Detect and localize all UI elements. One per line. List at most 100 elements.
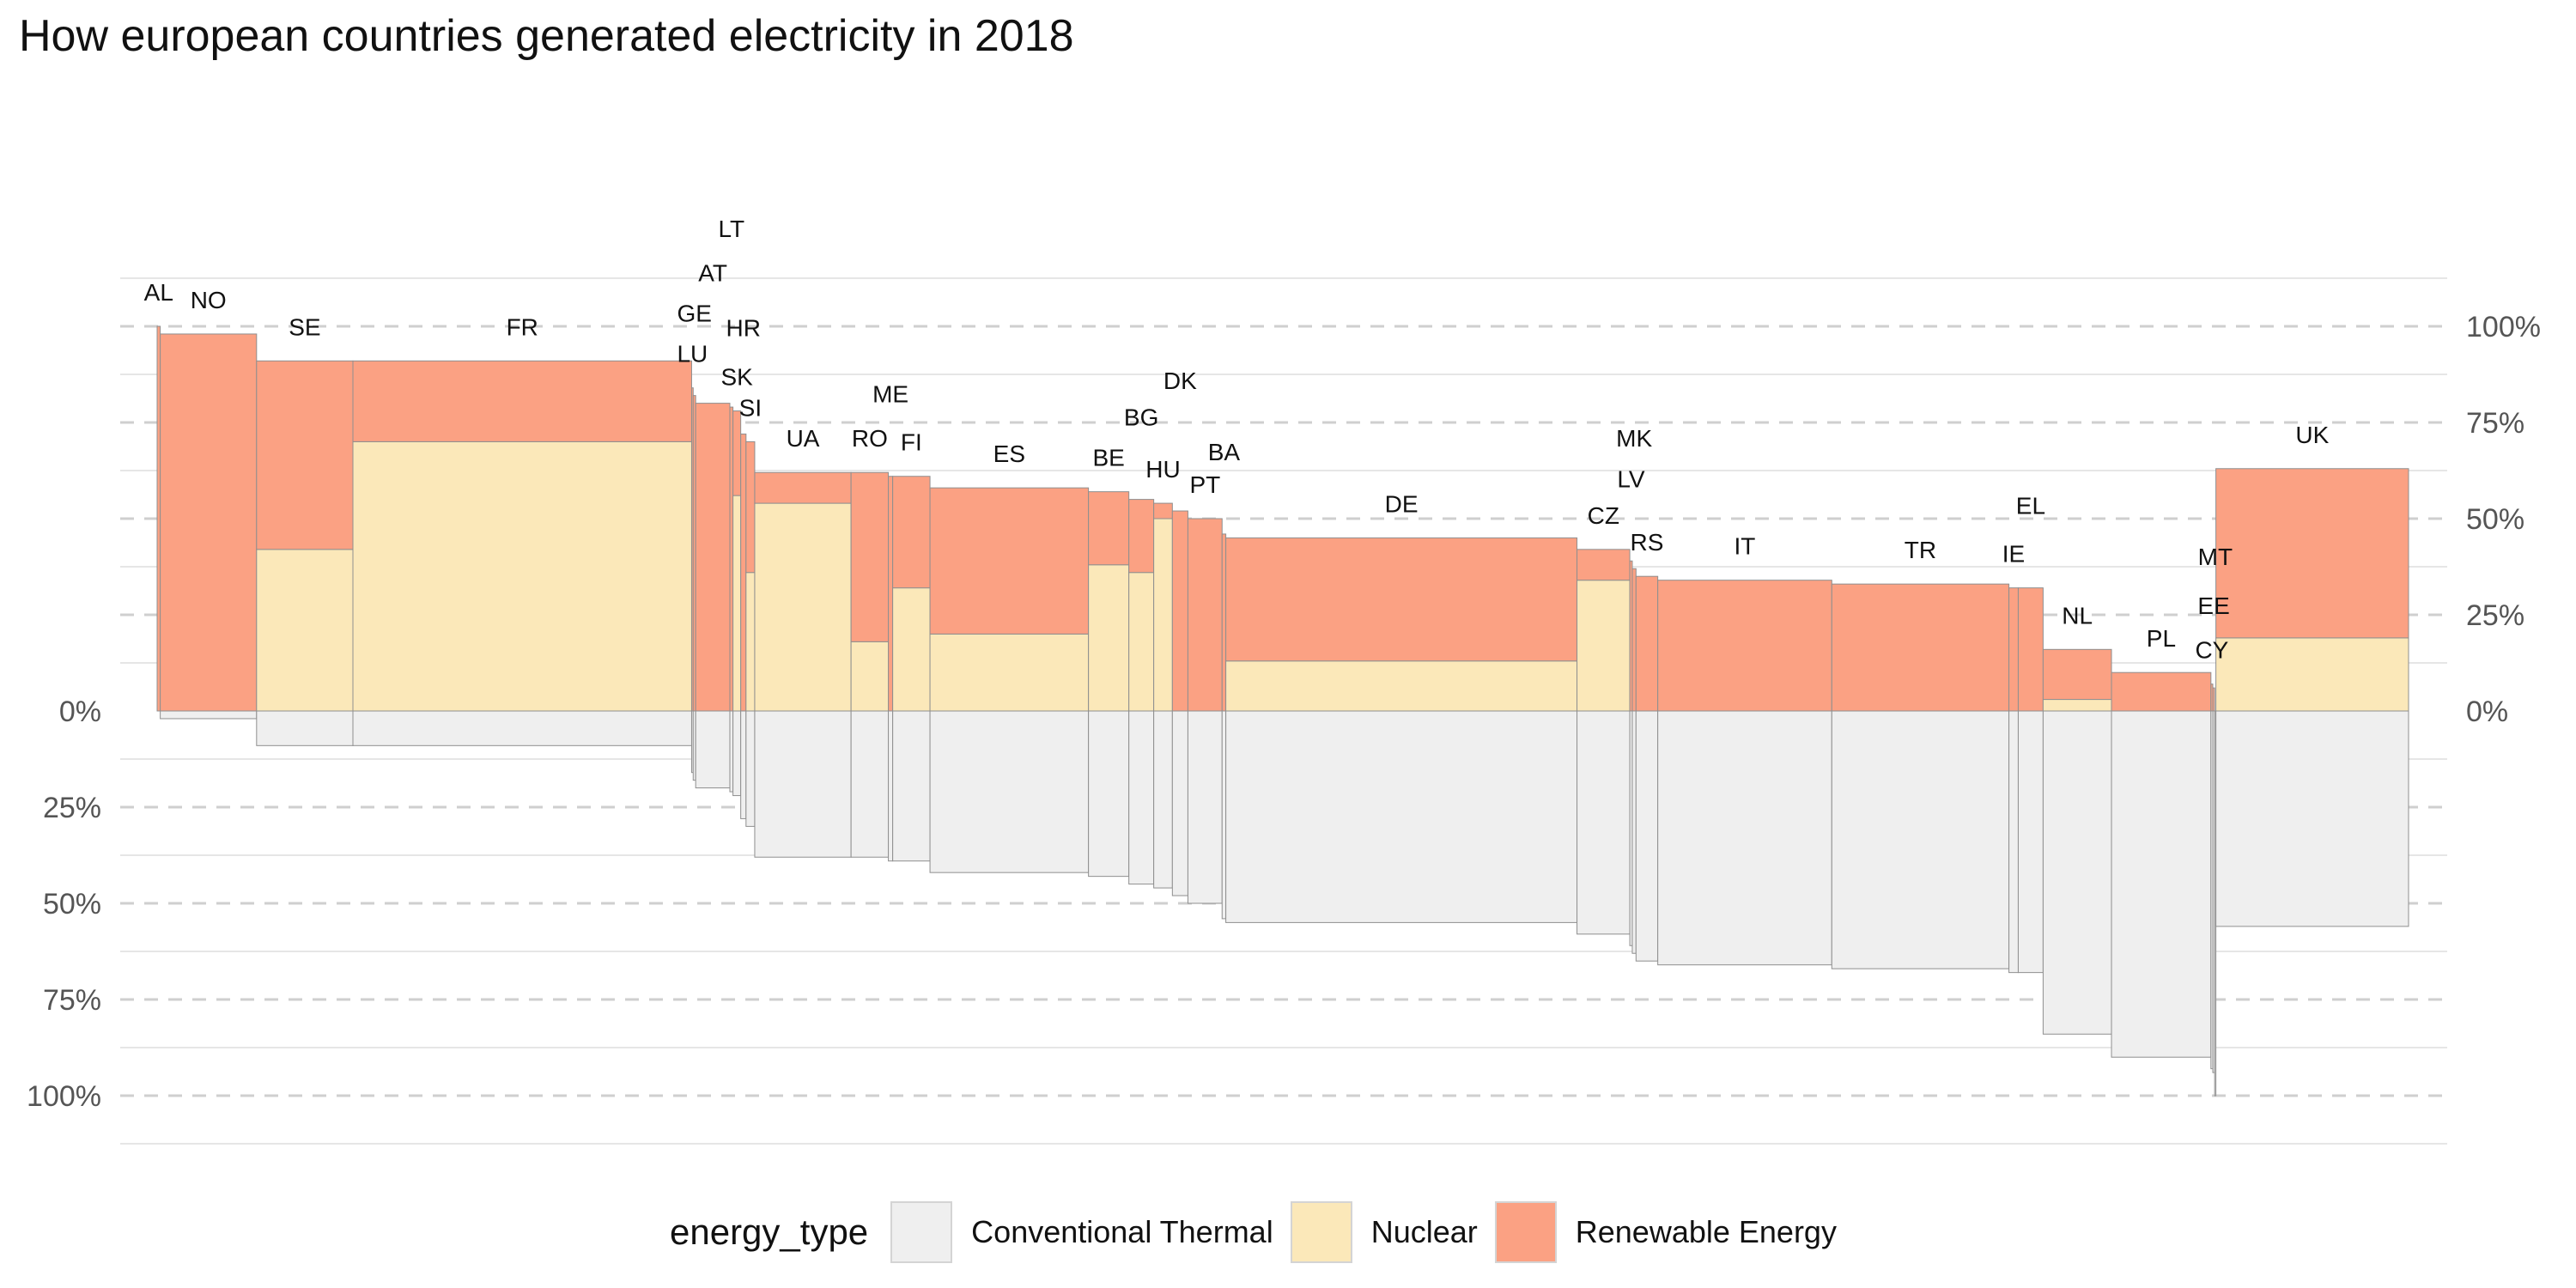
bar-renewable-nl [2042, 648, 2112, 701]
bar-thermal-ua [754, 710, 852, 858]
country-label-ie: IE [2002, 541, 2025, 568]
legend-label-thermal: Conventional Thermal [971, 1214, 1273, 1249]
bar-nuclear-se [256, 549, 354, 712]
y-tick-left: 0% [59, 696, 101, 728]
bar-nuclear-be [1088, 564, 1130, 712]
bar-thermal-el [2017, 710, 2044, 974]
bar-nuclear-fr [352, 440, 692, 712]
country-label-al: AL [144, 279, 173, 306]
country-label-si: SI [739, 394, 762, 421]
bar-nuclear-cz [1577, 580, 1631, 712]
country-label-nl: NL [2062, 602, 2093, 629]
country-label-lu: LU [677, 341, 708, 368]
bar-nuclear-es [929, 633, 1090, 712]
y-tick-right: 75% [2466, 407, 2524, 440]
bar-thermal-sk [732, 710, 742, 797]
bar-thermal-dk [1171, 710, 1188, 896]
legend-swatch-nuclear [1290, 1201, 1352, 1263]
country-label-hu: HU [1145, 456, 1180, 483]
y-tick-left: 50% [43, 888, 101, 920]
bar-renewable-al [156, 325, 161, 712]
bar-thermal-tr [1831, 710, 2010, 969]
country-label-pl: PL [2147, 625, 2176, 652]
bar-renewable-be [1088, 491, 1130, 566]
bar-thermal-ro [850, 710, 890, 858]
bar-renewable-rs [1635, 575, 1659, 712]
bar-thermal-pt [1187, 710, 1223, 904]
bar-renewable-no [160, 333, 258, 712]
bar-thermal-lt [729, 710, 734, 793]
country-label-es: ES [993, 440, 1025, 467]
bar-thermal-rs [1635, 710, 1659, 962]
bar-renewable-tr [1831, 583, 2010, 712]
bar-nuclear-nl [2042, 699, 2112, 712]
bar-nuclear-ua [754, 502, 852, 712]
bar-thermal-de [1225, 710, 1578, 923]
bar-nuclear-hu [1153, 518, 1173, 712]
legend-swatch-thermal [890, 1201, 953, 1263]
bar-thermal-fi [892, 710, 931, 862]
bar-renewable-pt [1187, 518, 1223, 712]
bar-thermal-it [1657, 710, 1832, 966]
bar-thermal-no [160, 710, 258, 720]
bar-thermal-at [695, 710, 731, 789]
bar-nuclear-sk [732, 495, 742, 712]
bar-thermal-se [256, 710, 354, 746]
country-label-ua: UA [787, 425, 820, 452]
bar-nuclear-si [745, 572, 756, 712]
bar-renewable-mk [1631, 568, 1637, 712]
bar-thermal-ba [1221, 710, 1227, 920]
bar-renewable-ba [1221, 533, 1227, 712]
country-label-no: NO [191, 287, 227, 313]
bar-renewable-bg [1128, 499, 1155, 574]
y-tick-left: 100% [27, 1080, 101, 1113]
bar-thermal-fr [352, 710, 692, 746]
bar-renewable-sk [732, 410, 742, 496]
bar-renewable-se [256, 360, 354, 550]
country-label-ba: BA [1208, 439, 1241, 465]
country-label-lt: LT [718, 216, 744, 242]
country-label-rs: RS [1631, 529, 1664, 556]
bar-thermal-be [1088, 710, 1130, 878]
legend-title: energy_type [670, 1212, 869, 1252]
bar-renewable-dk [1171, 510, 1188, 712]
bar-renewable-uk [2215, 468, 2409, 639]
y-tick-right: 25% [2466, 599, 2524, 632]
country-label-se: SE [289, 313, 320, 340]
bar-nuclear-ro [850, 641, 890, 712]
country-label-ee: EE [2197, 592, 2229, 619]
ticks-layer: 0% 25% 50% 75% 100% 100% 75% 50% 25% 0% [27, 311, 2541, 1113]
bar-renewable-fi [892, 476, 931, 589]
bar-renewable-ro [850, 471, 890, 642]
bar-thermal-cz [1577, 710, 1631, 935]
country-label-pt: PT [1189, 471, 1220, 498]
country-label-at: AT [698, 260, 727, 287]
legend-item-renewable: Renewable Energy [1494, 1201, 1837, 1263]
country-label-lv: LV [1617, 465, 1644, 492]
bar-nuclear-fi [892, 587, 931, 712]
country-label-el: EL [2016, 493, 2045, 519]
bar-renewable-me [888, 476, 894, 712]
bar-renewable-ee [2212, 687, 2215, 712]
bar-renewable-lt [729, 406, 734, 712]
y-tick-left: 75% [43, 984, 101, 1017]
bar-renewable-ie [2008, 587, 2019, 712]
bar-renewable-pl [2111, 671, 2212, 712]
chart-title: How european countries generated electri… [19, 11, 1074, 61]
country-label-it: IT [1735, 533, 1756, 560]
bar-thermal-bg [1128, 710, 1155, 885]
bar-thermal-uk [2215, 710, 2409, 927]
country-label-ro: RO [852, 425, 888, 452]
bar-renewable-si [745, 440, 756, 574]
bar-renewable-it [1657, 580, 1832, 712]
y-tick-right: 0% [2466, 696, 2508, 728]
bars-layer [156, 325, 2409, 1097]
country-label-mt: MT [2198, 544, 2233, 570]
bar-renewable-hr [740, 433, 747, 712]
y-tick-right: 50% [2466, 503, 2524, 536]
country-label-cy: CY [2195, 637, 2228, 664]
country-label-be: BE [1092, 445, 1124, 471]
bar-renewable-cz [1577, 549, 1631, 581]
